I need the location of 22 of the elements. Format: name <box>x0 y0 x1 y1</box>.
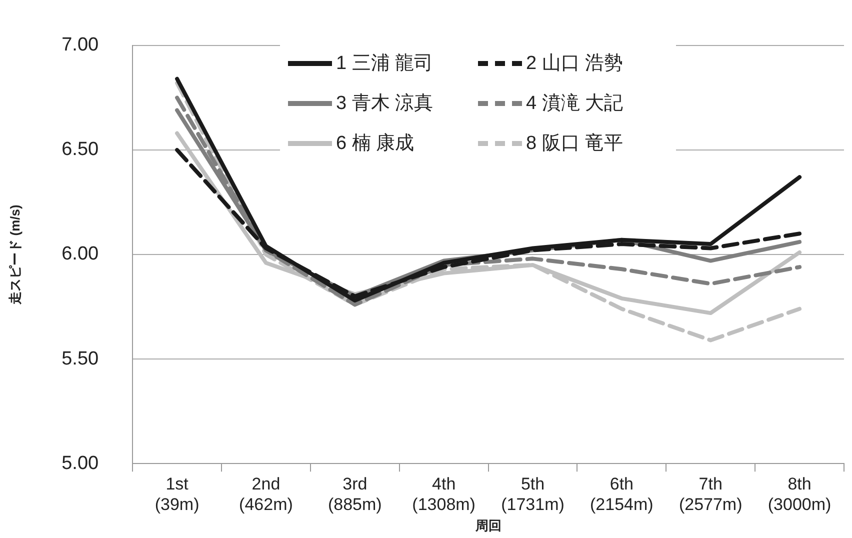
y-tick-label: 6.50 <box>62 139 99 160</box>
x-tick-label: 1st (39m) <box>154 474 200 514</box>
x-tick-label: 6th (2154m) <box>590 474 654 514</box>
legend-label: 4 濆滝 大記 <box>526 92 624 116</box>
legend-label: 1 三浦 龍司 <box>336 52 434 76</box>
x-tick-label: 2nd (462m) <box>239 474 293 514</box>
legend-label: 2 山口 浩勢 <box>526 52 624 76</box>
y-tick-label: 6.00 <box>62 244 99 265</box>
y-axis-title: 走スピード (m/s) <box>7 204 22 306</box>
legend-label: 8 阪口 竜平 <box>526 132 624 156</box>
x-tick-label: 8th (3000m) <box>768 474 832 514</box>
y-tick-label: 7.00 <box>62 34 99 56</box>
line-series <box>175 81 802 342</box>
legend-label: 3 青木 涼真 <box>336 92 434 116</box>
x-tick-label: 5th (1731m) <box>501 474 564 514</box>
y-tick-label: 5.50 <box>62 348 99 370</box>
y-tick-label: 5.00 <box>62 452 99 474</box>
x-axis-title: 周回 <box>474 518 502 533</box>
x-tick-label: 3rd (885m) <box>328 474 382 514</box>
x-tick-label: 7th (2577m) <box>678 474 742 514</box>
x-tick-label: 4th (1308m) <box>412 474 476 514</box>
legend-label: 6 楠 康成 <box>336 132 414 156</box>
